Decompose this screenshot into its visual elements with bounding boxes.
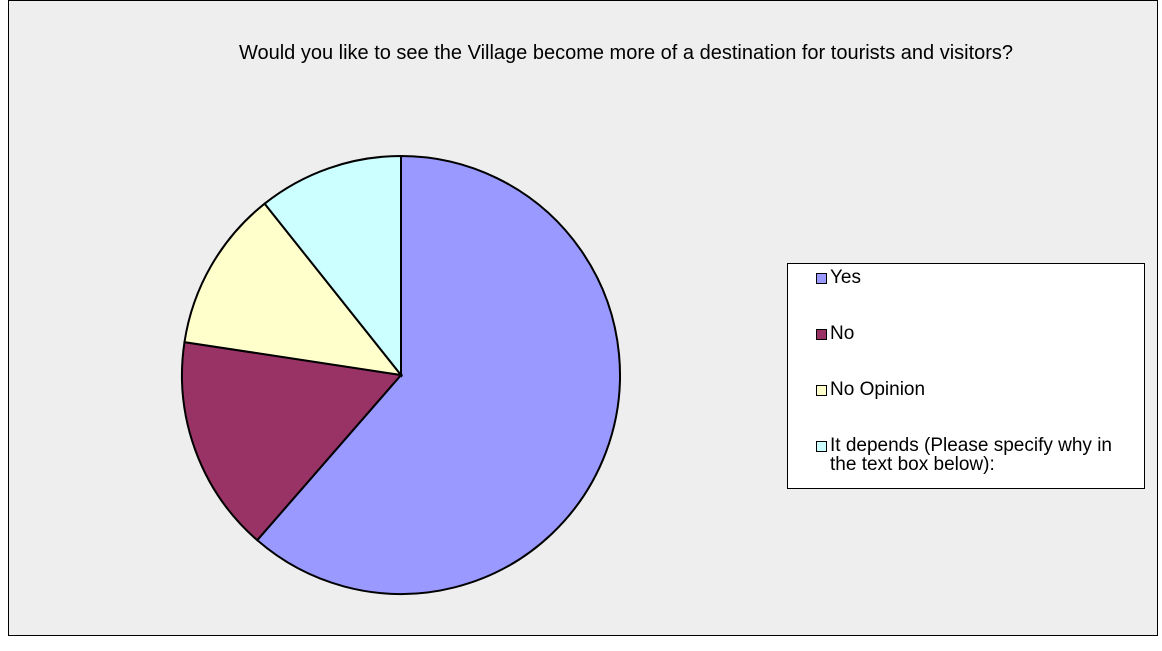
pie-slice <box>255 154 621 595</box>
legend-item: Yes <box>816 268 1144 324</box>
pie-slice <box>263 154 402 378</box>
legend: Yes No No Opinion It depends (Please specif… <box>787 263 1145 489</box>
legend-swatch <box>816 273 827 284</box>
pie-slice <box>183 202 404 377</box>
pie-slice <box>181 340 403 542</box>
legend-item: No <box>816 324 1144 380</box>
legend-swatch <box>816 329 827 340</box>
legend-item: It depends (Please specify why in the te… <box>816 436 1144 492</box>
legend-label: Yes <box>830 267 861 288</box>
legend-swatch <box>816 441 827 452</box>
legend-label: No <box>830 323 855 344</box>
legend-label: It depends (Please specify why in the te… <box>830 435 1112 475</box>
legend-label: No Opinion <box>830 379 926 400</box>
legend-item: No Opinion <box>816 380 1144 436</box>
chart-title: Would you like to see the Village become… <box>238 42 1014 64</box>
legend-swatch <box>816 385 827 396</box>
